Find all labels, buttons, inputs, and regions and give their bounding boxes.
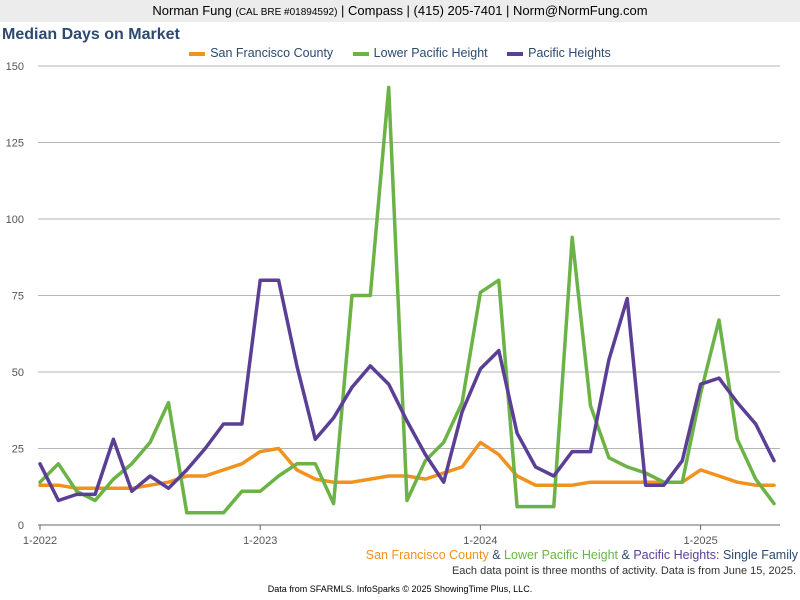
legend-swatch-lph	[352, 51, 369, 56]
chart-subtitle: San Francisco County & Lower Pacific Hei…	[365, 548, 798, 562]
series-line-pacific-heights[interactable]	[38, 278, 776, 503]
subtitle-sf: San Francisco County	[365, 548, 489, 562]
subtitle-amp-1: &	[492, 548, 501, 562]
x-tick-label-0: 1-2022	[23, 535, 57, 547]
legend-label-lph: Lower Pacific Height	[373, 46, 488, 60]
subtitle-ph: Pacific Heights	[633, 548, 716, 562]
footer-credit: Data from SFARMLS. InfoSparks © 2025 Sho…	[267, 584, 533, 594]
legend-swatch-sf	[189, 51, 206, 56]
legend-item-sf[interactable]: San Francisco County	[189, 46, 333, 60]
y-tick-label-6: 150	[6, 61, 24, 73]
x-tick-label-3: 1-2025	[683, 535, 717, 547]
legend-swatch-ph	[507, 51, 524, 56]
chart-title: Median Days on Market	[2, 26, 180, 43]
agent-contact: | Compass | (415) 205-7401 | Norm@NormFu…	[341, 3, 648, 18]
y-tick-label-2: 50	[12, 367, 24, 379]
header-bar: Norman Fung (CAL BRE #01894592) | Compas…	[0, 0, 800, 22]
y-tick-label-4: 100	[6, 214, 24, 226]
y-tick-label-1: 25	[12, 444, 24, 456]
x-tick-label-2: 1-2024	[463, 535, 497, 547]
subtitle-lph: Lower Pacific Height	[504, 548, 618, 562]
agent-license: (CAL BRE #01894592)	[235, 7, 338, 18]
data-note: Each data point is three months of activ…	[451, 565, 796, 577]
x-tick-label-1: 1-2023	[243, 535, 277, 547]
agent-name: Norman Fung	[152, 3, 232, 18]
legend-item-ph[interactable]: Pacific Heights	[507, 46, 611, 60]
subtitle-amp-2: &	[621, 548, 630, 562]
legend-label-ph: Pacific Heights	[528, 46, 611, 60]
legend-item-lph[interactable]: Lower Pacific Height	[352, 46, 488, 60]
y-tick-label-3: 75	[12, 291, 24, 303]
chart-legend: San Francisco County Lower Pacific Heigh…	[0, 46, 800, 60]
y-tick-label-0: 0	[18, 520, 24, 532]
y-tick-label-5: 125	[6, 138, 24, 150]
legend-label-sf: San Francisco County	[210, 46, 334, 60]
series-line-lower-pacific-height[interactable]	[38, 85, 776, 515]
subtitle-suffix: Single Family	[722, 548, 798, 562]
